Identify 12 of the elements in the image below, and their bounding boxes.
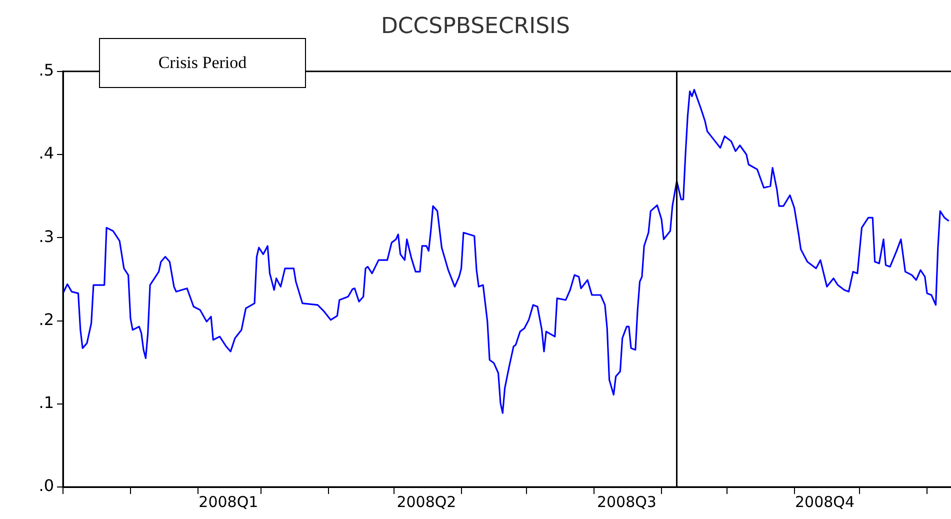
y-tick-label: .0: [38, 476, 54, 496]
x-tick-label: 2008Q1: [198, 492, 258, 511]
note-box: Crisis Period: [99, 38, 306, 88]
y-tick-label: .5: [38, 60, 54, 80]
x-tick-label: 2008Q3: [596, 492, 656, 511]
y-tick-label: .2: [38, 310, 54, 329]
x-tick-label: 2008Q4: [795, 492, 855, 511]
x-tick-label: 2008Q2: [396, 492, 456, 511]
chart-title: DCCSPBSECRISIS: [380, 14, 570, 39]
y-tick-label: .3: [38, 226, 54, 246]
y-tick-label: .4: [38, 144, 54, 163]
y-tick-label: .1: [38, 393, 54, 412]
